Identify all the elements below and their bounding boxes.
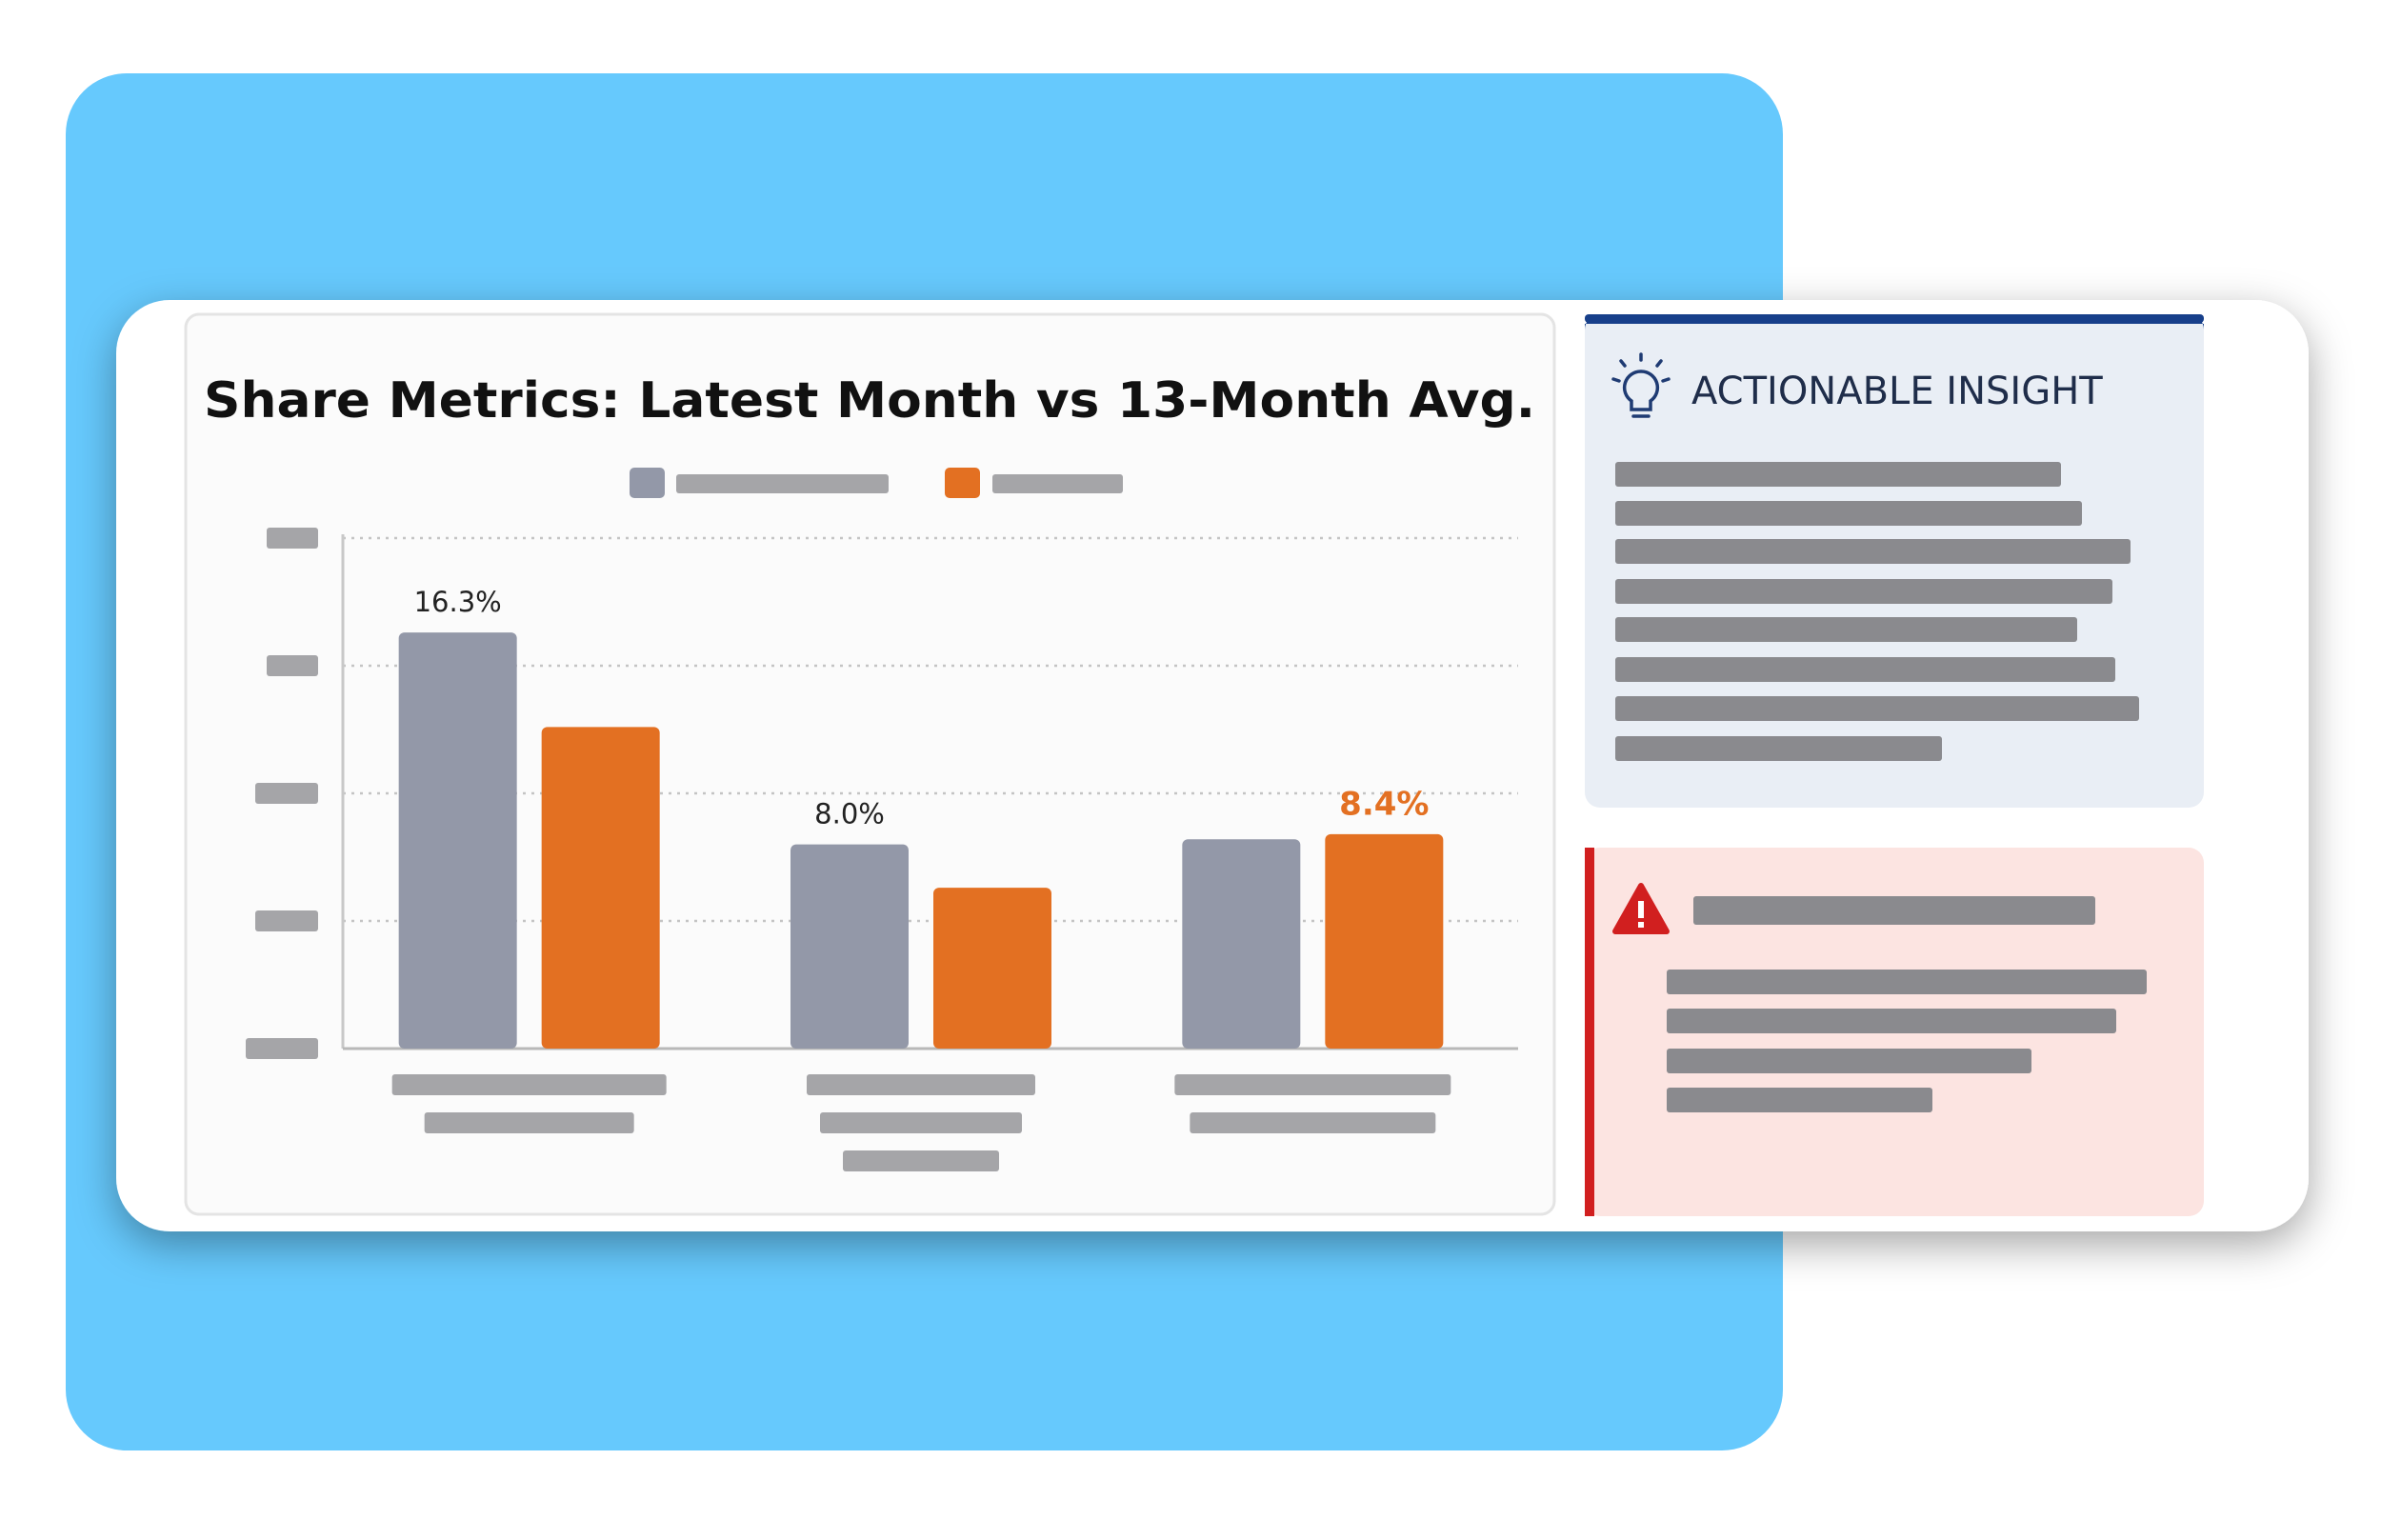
- bar: [790, 844, 909, 1049]
- value-label: 8.0%: [814, 798, 885, 830]
- insight-top-border: [1585, 314, 2204, 323]
- y-tick-placeholder: [246, 1038, 318, 1059]
- y-tick-placeholder: [255, 783, 318, 804]
- y-tick-placeholder: [267, 528, 318, 549]
- warning-icon: [1638, 922, 1644, 928]
- value-label: 8.4%: [1339, 785, 1429, 823]
- y-tick-placeholder: [267, 655, 318, 676]
- insight-text-placeholder: [1615, 462, 2139, 761]
- legend-swatch: [630, 468, 665, 498]
- bar: [1325, 833, 1444, 1049]
- legend-swatch: [945, 468, 980, 498]
- warning-icon: [1638, 901, 1644, 918]
- x-label-placeholder: [1174, 1074, 1451, 1095]
- x-label-placeholder: [391, 1074, 667, 1095]
- bar: [398, 632, 517, 1049]
- insight-title: ACTIONABLE INSIGHT: [1691, 370, 2103, 413]
- bar: [933, 888, 1051, 1049]
- x-label-placeholder: [820, 1112, 1022, 1133]
- legend-placeholder: [676, 474, 889, 493]
- x-label-placeholder: [807, 1074, 1035, 1095]
- bulb-icon: [1611, 352, 1671, 418]
- chart-title: Share Metrics: Latest Month vs 13-Month …: [204, 372, 1535, 430]
- alert-border: [1585, 848, 1594, 1216]
- alert-text-placeholder: [1667, 896, 2147, 1112]
- legend-placeholder: [992, 474, 1123, 493]
- y-tick-placeholder: [255, 910, 318, 931]
- plot: 16.3% 8.0% 8.4%: [246, 528, 1518, 1171]
- value-label: 16.3%: [414, 586, 502, 618]
- x-label-placeholder: [1190, 1112, 1436, 1133]
- bar: [541, 727, 660, 1049]
- bar: [1182, 839, 1301, 1049]
- x-label-placeholder: [424, 1112, 634, 1133]
- x-label-placeholder: [843, 1150, 999, 1171]
